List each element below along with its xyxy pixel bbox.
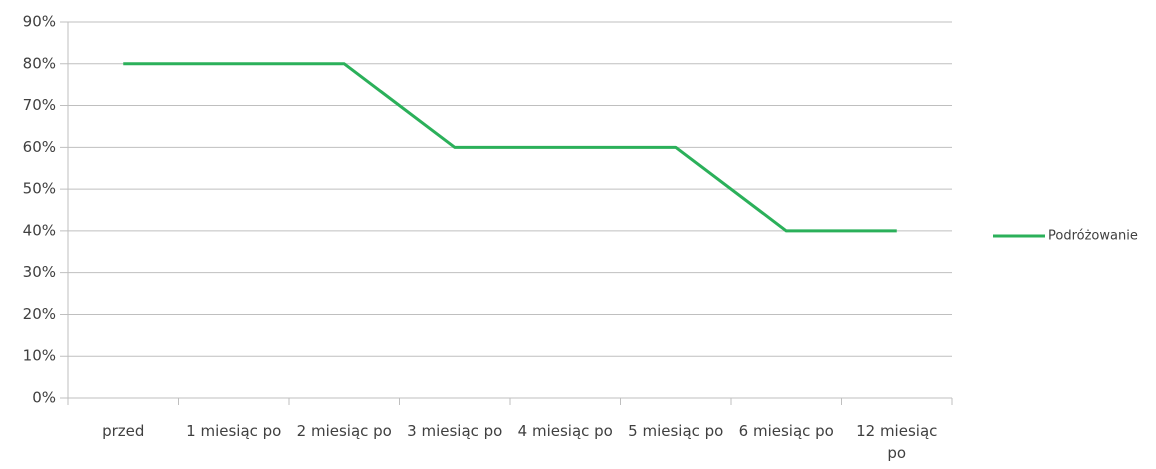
x-tick-label: 1 miesiąc po bbox=[186, 422, 282, 440]
y-tick-label: 70% bbox=[23, 96, 56, 114]
x-tick-label: przed bbox=[102, 422, 145, 440]
y-tick-label: 90% bbox=[23, 13, 56, 31]
line-series bbox=[123, 62, 897, 233]
y-tick-label: 20% bbox=[23, 305, 56, 323]
x-tick-label: 5 miesiąc po bbox=[628, 422, 724, 440]
x-tick-label: 6 miesiąc po bbox=[738, 422, 834, 440]
y-tick-label: 10% bbox=[23, 347, 56, 365]
x-tick-label: 2 miesiąc po bbox=[296, 422, 392, 440]
y-tick-label: 50% bbox=[23, 180, 56, 198]
y-tick-label: 60% bbox=[23, 138, 56, 156]
legend-label: Podróżowanie bbox=[1048, 229, 1138, 244]
y-tick-label: 0% bbox=[32, 389, 56, 407]
x-tick-label: 3 miesiąc po bbox=[407, 422, 503, 440]
x-tick-label: 12 miesiąc po bbox=[856, 422, 938, 462]
y-tick-label: 40% bbox=[23, 221, 56, 239]
y-tick-label: 30% bbox=[23, 263, 56, 281]
y-tick-label: 80% bbox=[23, 54, 56, 72]
x-tick-label: 4 miesiąc po bbox=[517, 422, 613, 440]
